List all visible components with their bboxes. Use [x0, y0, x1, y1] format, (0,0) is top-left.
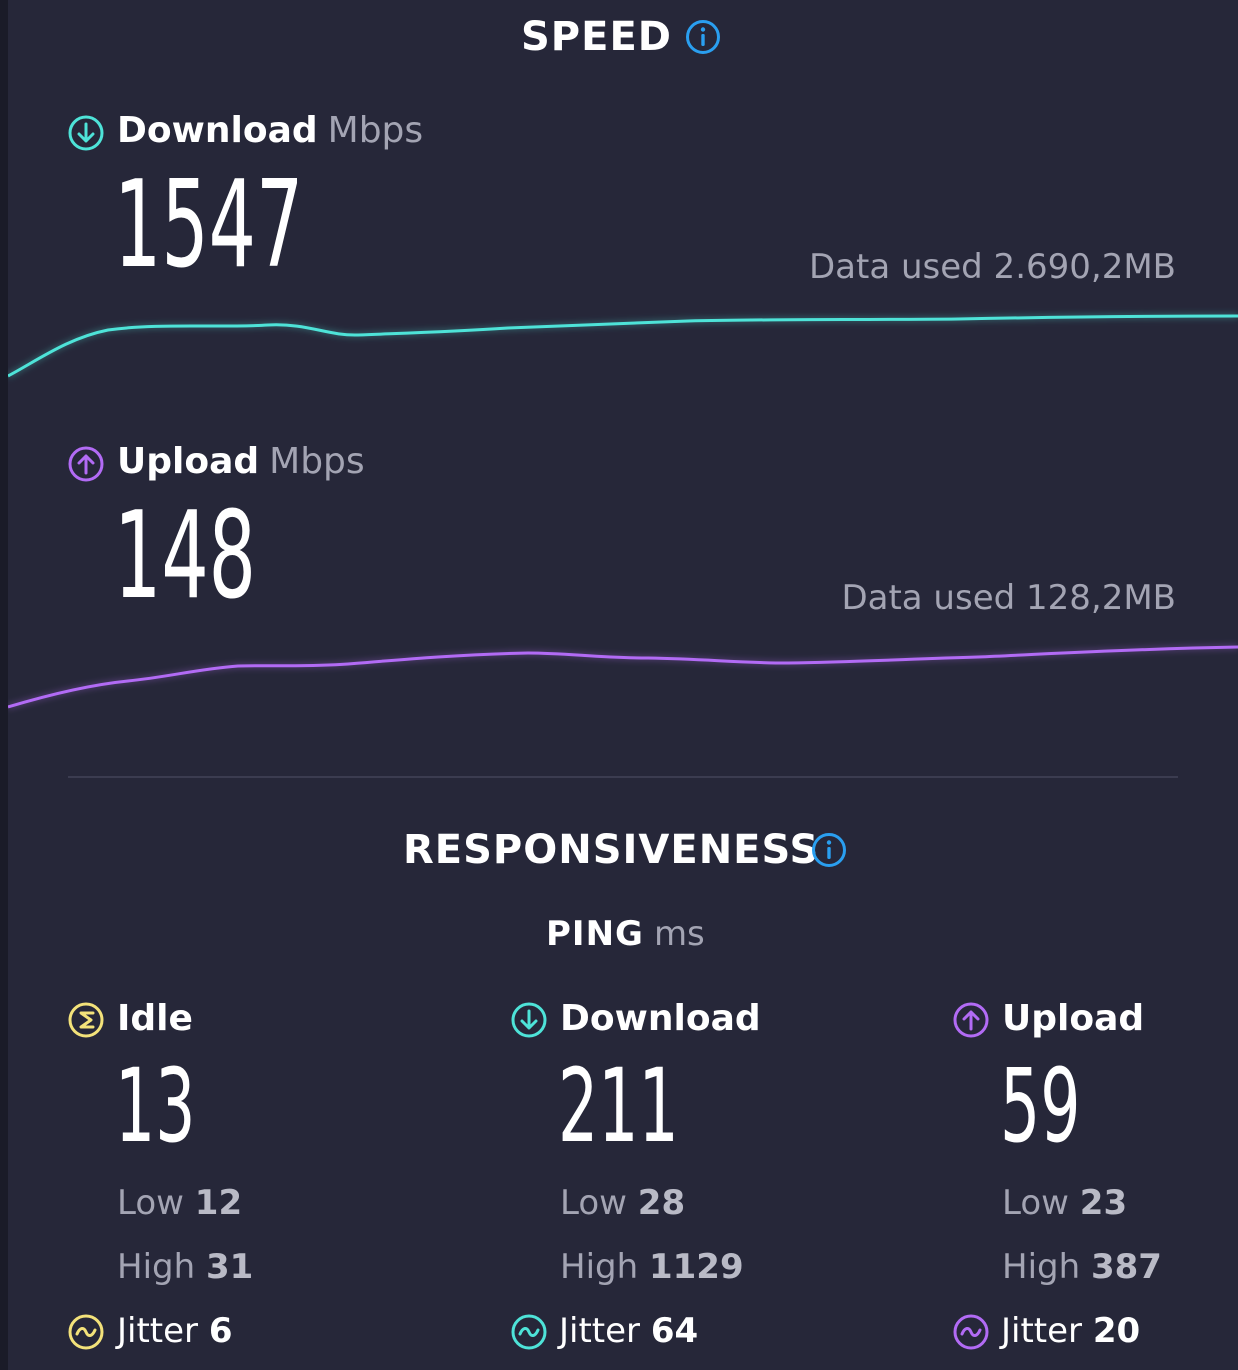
ping-label: PING	[546, 914, 644, 954]
idle-low: Low 12	[117, 1183, 242, 1223]
idle-jitter-icon	[68, 1314, 104, 1350]
idle-high: High 31	[117, 1247, 253, 1287]
upload-high-value: 387	[1090, 1247, 1162, 1287]
idle-high-value: 31	[205, 1247, 254, 1287]
download-high-value: 1129	[648, 1247, 744, 1287]
upload-jitter-label: Jitter	[1001, 1311, 1083, 1351]
download-ping-value: 211	[558, 1047, 679, 1166]
upload-ping-value: 59	[1000, 1047, 1081, 1166]
download-jitter-label: Jitter	[559, 1311, 641, 1351]
download-ping-icon	[511, 1002, 547, 1038]
download-low-value: 28	[637, 1183, 686, 1223]
download-jitter: Jitter 64	[559, 1311, 698, 1351]
upload-speed-value: 148	[114, 487, 257, 626]
upload-speed-graph	[8, 644, 1238, 710]
download-jitter-value: 64	[650, 1311, 699, 1351]
results-panel	[8, 0, 1238, 1370]
download-unit: Mbps	[327, 110, 424, 151]
download-label-text: Download	[117, 110, 318, 151]
upload-high-label: High	[1002, 1247, 1081, 1287]
upload-high: High 387	[1002, 1247, 1162, 1287]
idle-jitter: Jitter 6	[117, 1311, 233, 1351]
upload-data-used: Data used 128,2MB	[841, 578, 1176, 618]
download-high-label: High	[560, 1247, 639, 1287]
upload-low-value: 23	[1079, 1183, 1128, 1223]
idle-jitter-value: 6	[208, 1311, 233, 1351]
download-arrow-icon	[68, 115, 104, 151]
download-low-label: Low	[560, 1183, 627, 1223]
upload-label-text: Upload	[117, 441, 260, 482]
upload-ping-icon	[953, 1002, 989, 1038]
download-low: Low 28	[560, 1183, 685, 1223]
ping-unit: ms	[653, 914, 705, 954]
upload-low-label: Low	[1002, 1183, 1069, 1223]
ping-heading: PING ms	[546, 914, 705, 954]
upload-jitter-icon	[953, 1314, 989, 1350]
download-speed-value: 1547	[114, 156, 304, 295]
download-high: High 1129	[560, 1247, 744, 1287]
idle-icon	[68, 1002, 104, 1038]
upload-jitter: Jitter 20	[1001, 1311, 1140, 1351]
download-speed-label: Download Mbps	[117, 110, 423, 151]
idle-high-label: High	[117, 1247, 196, 1287]
speed-info-icon[interactable]	[685, 19, 721, 55]
responsiveness-title: RESPONSIVENESS	[403, 827, 820, 873]
section-divider	[68, 776, 1178, 778]
upload-low: Low 23	[1002, 1183, 1127, 1223]
upload-speed-label: Upload Mbps	[117, 441, 365, 482]
idle-ping-value: 13	[115, 1047, 196, 1166]
download-data-used: Data used 2.690,2MB	[809, 247, 1176, 287]
idle-jitter-label: Jitter	[117, 1311, 199, 1351]
download-ping-label: Download	[560, 998, 761, 1039]
idle-low-label: Low	[117, 1183, 184, 1223]
speed-title: SPEED	[521, 14, 672, 60]
download-jitter-icon	[511, 1314, 547, 1350]
upload-ping-label: Upload	[1002, 998, 1145, 1039]
idle-low-value: 12	[194, 1183, 243, 1223]
responsiveness-info-icon[interactable]	[811, 832, 847, 868]
upload-unit: Mbps	[269, 441, 365, 482]
upload-jitter-value: 20	[1092, 1311, 1141, 1351]
upload-arrow-icon	[68, 446, 104, 482]
download-speed-graph	[8, 313, 1238, 379]
idle-label: Idle	[117, 998, 193, 1039]
